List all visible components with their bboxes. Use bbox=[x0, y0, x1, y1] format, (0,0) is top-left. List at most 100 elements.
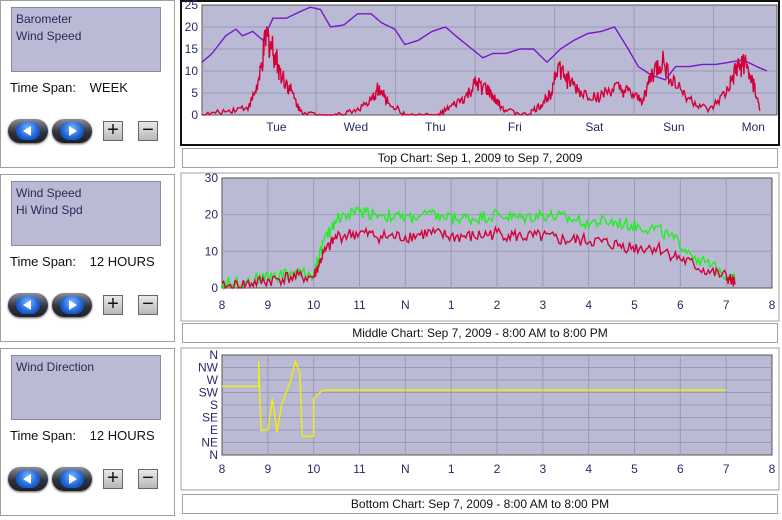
series-list-middle[interactable]: Wind Speed Hi Wind Spd bbox=[11, 181, 161, 246]
x-tick-label: 8 bbox=[769, 298, 776, 312]
x-tick-label: 2 bbox=[494, 462, 501, 476]
x-tick-label: 7 bbox=[723, 298, 730, 312]
x-tick-label: 8 bbox=[219, 298, 226, 312]
y-tick-label: SW bbox=[199, 386, 219, 400]
x-tick-label: 3 bbox=[539, 462, 546, 476]
time-span: Time Span: 12 HOURS bbox=[10, 428, 155, 443]
x-tick-label: N bbox=[401, 298, 410, 312]
x-tick-label: 5 bbox=[631, 462, 638, 476]
series-list-top[interactable]: Barometer Wind Speed bbox=[11, 7, 161, 72]
series-item[interactable]: Wind Speed bbox=[16, 29, 82, 43]
next-button[interactable] bbox=[52, 293, 92, 317]
series-item[interactable]: Wind Speed bbox=[16, 186, 82, 200]
right-arrow-icon bbox=[60, 122, 84, 140]
x-tick-label: 2 bbox=[494, 298, 501, 312]
panel-middle: Wind Speed Hi Wind Spd Time Span: 12 HOU… bbox=[0, 174, 175, 342]
time-span: Time Span: WEEK bbox=[10, 80, 128, 95]
y-tick-label: W bbox=[207, 373, 219, 387]
x-tick-label: 9 bbox=[264, 298, 271, 312]
y-tick-label: S bbox=[210, 398, 218, 412]
x-tick-label: 10 bbox=[307, 298, 321, 312]
x-tick-label: 8 bbox=[769, 462, 776, 476]
middle-chart-caption: Middle Chart: Sep 7, 2009 - 8:00 AM to 8… bbox=[182, 323, 778, 343]
next-button[interactable] bbox=[52, 119, 92, 143]
zoom-out-button[interactable]: − bbox=[138, 120, 158, 141]
time-span: Time Span: 12 HOURS bbox=[10, 254, 155, 269]
zoom-in-button[interactable]: + bbox=[103, 468, 123, 489]
y-tick-label: 10 bbox=[205, 244, 219, 258]
x-tick-label: 10 bbox=[307, 462, 321, 476]
x-tick-label: 7 bbox=[723, 462, 730, 476]
y-tick-label: 10 bbox=[185, 64, 199, 78]
time-span-label: Time Span: bbox=[10, 80, 76, 95]
x-tick-label: 6 bbox=[677, 298, 684, 312]
zoom-in-button[interactable]: + bbox=[103, 294, 123, 315]
x-tick-label: Sun bbox=[663, 120, 684, 134]
x-tick-label: Thu bbox=[425, 120, 446, 134]
zoom-out-button[interactable]: − bbox=[138, 294, 158, 315]
left-arrow-icon bbox=[16, 122, 40, 140]
series-line-2 bbox=[201, 26, 761, 117]
x-tick-label: Tue bbox=[266, 120, 287, 134]
x-tick-label: 4 bbox=[585, 298, 592, 312]
x-tick-label: Mon bbox=[742, 120, 765, 134]
prev-button[interactable] bbox=[8, 467, 48, 491]
panel-bottom: Wind Direction Time Span: 12 HOURS + − bbox=[0, 348, 175, 516]
series-line-1 bbox=[221, 206, 736, 291]
right-arrow-icon bbox=[60, 470, 84, 488]
y-tick-label: 0 bbox=[211, 281, 218, 295]
y-tick-label: E bbox=[210, 423, 218, 437]
y-tick-label: 0 bbox=[191, 108, 198, 122]
y-tick-label: N bbox=[209, 348, 218, 362]
x-tick-label: 1 bbox=[448, 298, 455, 312]
y-tick-label: 5 bbox=[191, 86, 198, 100]
next-button[interactable] bbox=[52, 467, 92, 491]
y-tick-label: N bbox=[209, 448, 218, 462]
series-line-2 bbox=[221, 225, 736, 290]
zoom-out-button[interactable]: − bbox=[138, 468, 158, 489]
y-tick-label: NE bbox=[201, 436, 218, 450]
y-tick-label: SE bbox=[202, 411, 218, 425]
time-span-value: 12 HOURS bbox=[89, 254, 155, 269]
top-chart-caption: Top Chart: Sep 1, 2009 to Sep 7, 2009 bbox=[182, 148, 778, 168]
middle-chart[interactable]: 0 10 20 30 8 9 10 11 N 1 2 3 4 5 6 7 8 bbox=[180, 172, 781, 322]
y-tick-label: 25 bbox=[185, 0, 199, 12]
x-tick-label: 11 bbox=[353, 298, 366, 312]
time-span-value: 12 HOURS bbox=[89, 428, 155, 443]
y-tick-label: NW bbox=[198, 361, 219, 375]
x-tick-label: 1 bbox=[448, 462, 455, 476]
x-tick-label: 9 bbox=[264, 462, 271, 476]
y-tick-label: 20 bbox=[205, 208, 219, 222]
series-line-1 bbox=[222, 358, 727, 437]
controls-middle: + − bbox=[8, 293, 168, 319]
prev-button[interactable] bbox=[8, 119, 48, 143]
x-tick-label: 4 bbox=[585, 462, 592, 476]
zoom-in-button[interactable]: + bbox=[103, 120, 123, 141]
y-tick-label: 15 bbox=[185, 42, 199, 56]
x-tick-label: N bbox=[401, 462, 410, 476]
bottom-chart-caption: Bottom Chart: Sep 7, 2009 - 8:00 AM to 8… bbox=[182, 494, 778, 514]
controls-bottom: + − bbox=[8, 467, 168, 493]
x-tick-label: 5 bbox=[631, 298, 638, 312]
right-arrow-icon bbox=[60, 296, 84, 314]
prev-button[interactable] bbox=[8, 293, 48, 317]
series-item[interactable]: Wind Direction bbox=[16, 360, 95, 374]
x-tick-label: Wed bbox=[344, 120, 368, 134]
x-tick-label: Sat bbox=[585, 120, 604, 134]
series-item[interactable]: Hi Wind Spd bbox=[16, 203, 83, 217]
top-chart[interactable]: 0 5 10 15 20 25 Tue Wed Thu Fri Sat Sun Mon bbox=[180, 0, 781, 146]
x-tick-label: 3 bbox=[539, 298, 546, 312]
panel-top: Barometer Wind Speed Time Span: WEEK + − bbox=[0, 0, 175, 168]
y-tick-label: 20 bbox=[185, 20, 199, 34]
time-span-label: Time Span: bbox=[10, 254, 76, 269]
series-list-bottom[interactable]: Wind Direction bbox=[11, 355, 161, 420]
x-tick-label: 11 bbox=[353, 462, 366, 476]
left-arrow-icon bbox=[16, 296, 40, 314]
x-tick-label: Fri bbox=[508, 120, 522, 134]
y-tick-label: 30 bbox=[205, 172, 219, 185]
series-item[interactable]: Barometer bbox=[16, 12, 73, 26]
x-tick-label: 6 bbox=[677, 462, 684, 476]
x-tick-label: 8 bbox=[219, 462, 226, 476]
time-span-label: Time Span: bbox=[10, 428, 76, 443]
